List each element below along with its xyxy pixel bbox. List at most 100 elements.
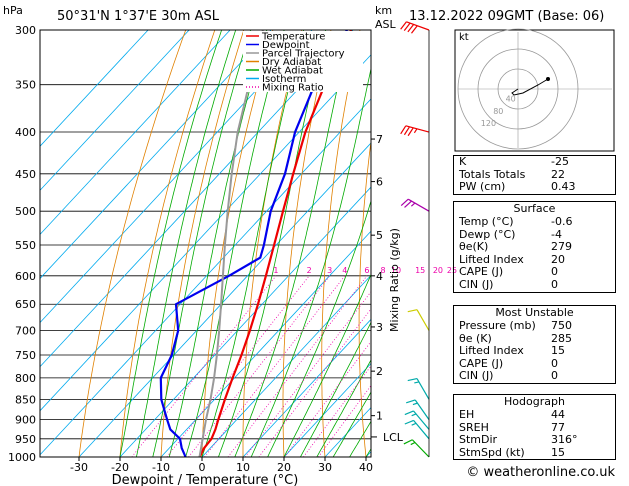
dry-adiabat <box>242 30 303 457</box>
wind-barb-staff <box>406 21 430 31</box>
legend-label: Isotherm <box>262 74 306 85</box>
indices-table-top: K -25 Totals Totals 22 PW (cm) 0.43 <box>453 155 616 195</box>
pressure-tick-label: 500 <box>15 205 36 218</box>
wind-barb-half-flag <box>414 381 420 384</box>
temp-tick-label: 10 <box>236 461 250 474</box>
wind-barb <box>400 198 430 212</box>
mixing-ratio-line <box>204 275 346 457</box>
pressure-tick-label: 450 <box>15 168 36 181</box>
mixing-ratio-line <box>318 384 371 457</box>
km-tick-label: 4 <box>376 270 383 283</box>
surface-row: Temp (°C) -0.6 <box>459 215 573 228</box>
isotherm <box>40 30 354 368</box>
wind-barb <box>400 125 430 137</box>
most-unstable-table: Most Unstable Pressure (mb) 750 θe (K) 285… <box>453 305 616 384</box>
isotherm <box>201 274 371 457</box>
mixing-ratio-value-label: 8 <box>381 266 386 275</box>
mixing-ratio-value-label: 4 <box>342 266 347 275</box>
dewpoint-line <box>159 30 348 457</box>
legend-label: Wet Adiabat <box>262 66 323 77</box>
mixing-ratio-line <box>188 275 331 457</box>
mixing-ratio-value-label: 3 <box>327 266 332 275</box>
wind-barb-staff <box>405 125 430 133</box>
datetime-title: 13.12.2022 09GMT (Base: 06) <box>409 9 604 24</box>
pressure-tick-label: 900 <box>15 414 36 427</box>
index-row-totals: Totals Totals 22 <box>459 167 565 181</box>
hodograph-trace <box>511 78 549 96</box>
dry-adiabat <box>321 30 361 457</box>
mixing-ratio-labels: 1 2 3 4 6 8 10 15 20 25 <box>273 266 457 275</box>
wind-barb <box>407 309 430 331</box>
isotherm <box>40 54 371 412</box>
wind-barb-half-flag <box>410 441 416 446</box>
unstable-row: CAPE (J) 0 <box>459 356 558 370</box>
surface-row: Lifted Index 20 <box>459 252 565 266</box>
surface-row: Dewp (°C) -4 <box>459 227 562 241</box>
hodograph-table: Hodograph EH 44 SREH 77 StmDir 316° StmSpd … <box>453 394 616 461</box>
hodograph-row: StmDir 316° <box>459 433 578 447</box>
wet-adiabat <box>218 30 326 457</box>
wind-barb-flag <box>403 126 411 136</box>
wind-barb-half-flag <box>411 422 417 426</box>
hodograph-unit: kt <box>459 32 469 43</box>
wind-barb-flag <box>404 419 414 425</box>
index-row-k: K -25 <box>459 155 569 168</box>
wind-barb-flag <box>407 24 415 33</box>
wind-barb <box>404 410 430 430</box>
wind-barb-flag <box>400 198 409 206</box>
wet-adiabat <box>283 273 371 457</box>
surface-row: θe(K) 279 <box>459 240 572 254</box>
dry-adiabat <box>119 30 216 457</box>
wind-barb-staff <box>413 410 430 430</box>
wind-barb-staff <box>416 378 430 400</box>
pressure-tick-label: 850 <box>15 393 36 406</box>
wind-barb-staff <box>416 309 430 331</box>
wind-barb <box>407 377 430 400</box>
isotherm <box>78 142 371 457</box>
mixing-ratio-value-label: 1 <box>273 266 278 275</box>
pressure-tick-label: 300 <box>15 24 36 37</box>
isotherm <box>160 230 371 457</box>
wet-adiabat <box>119 30 222 457</box>
wind-barb-flag <box>400 21 407 30</box>
asl-unit-label: ASL <box>375 18 397 31</box>
profile-lines <box>159 30 353 457</box>
unstable-row: Pressure (mb) 750 <box>459 319 572 332</box>
footer-credit: © weatheronline.co.uk <box>466 465 615 480</box>
wind-barb-flag <box>404 410 414 416</box>
km-tick-label: 5 <box>376 229 383 242</box>
unstable-row: θe (K) 285 <box>459 331 572 345</box>
wet-adiabat <box>332 391 371 457</box>
wind-barb-half-flag <box>413 128 418 134</box>
legend-label: Dry Adiabat <box>262 57 321 68</box>
dry-adiabat <box>358 138 371 457</box>
temp-tick-label: 20 <box>277 461 291 474</box>
legend-label: Temperature <box>261 32 325 43</box>
wind-barb-flag <box>404 200 412 208</box>
pressure-tick-label: 350 <box>15 79 36 92</box>
temp-tick-label: -10 <box>152 461 170 474</box>
wind-barb-flag <box>400 125 407 135</box>
wet-adiabat <box>300 321 371 457</box>
index-row-pw: PW (cm) 0.43 <box>459 180 576 194</box>
storm-motion-dot <box>546 77 550 81</box>
hodograph-ring-label: 40 <box>506 94 516 103</box>
axes: 3003504004505005506006507007508008509009… <box>8 24 404 474</box>
hodograph-ring-label: 80 <box>493 107 503 116</box>
mixing-ratio-line <box>131 275 277 457</box>
mixing-ratio-line <box>166 275 310 457</box>
mixing-ratio-value-label: 15 <box>415 266 425 275</box>
wind-barb-flag <box>407 309 418 313</box>
pressure-tick-label: 550 <box>15 239 36 252</box>
km-tick-label: 3 <box>376 321 383 334</box>
wind-barb-flag <box>406 399 416 404</box>
wet-adiabat <box>201 30 304 457</box>
wet-adiabat <box>316 359 371 457</box>
wind-barb-flag <box>403 22 411 31</box>
dry-adiabat <box>282 30 332 457</box>
surface-row: CAPE (J) 0 <box>459 265 558 279</box>
temp-tick-label: -20 <box>111 461 129 474</box>
mixing-ratio-value-label: 6 <box>364 266 369 275</box>
hodograph-ring-label: 120 <box>481 119 496 128</box>
hodograph-row: SREH 77 <box>459 420 565 434</box>
